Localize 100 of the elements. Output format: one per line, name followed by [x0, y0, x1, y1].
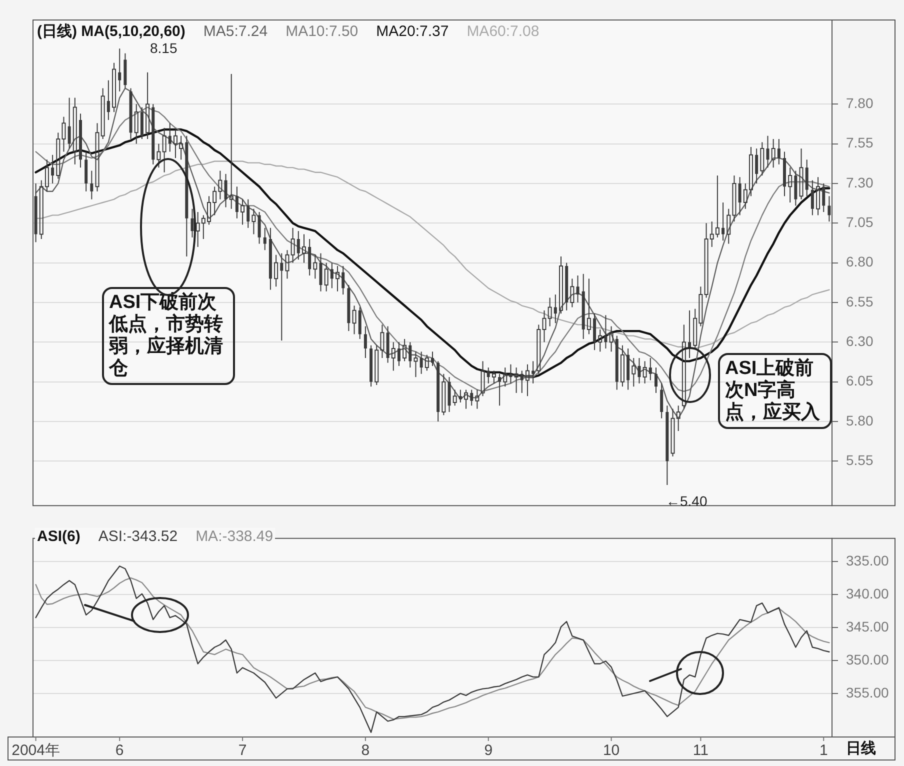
candlestick	[660, 382, 664, 419]
y-tick-label: 5.55	[846, 452, 874, 468]
candlestick	[224, 173, 228, 208]
candlestick	[319, 252, 322, 292]
candlestick	[330, 262, 334, 289]
candlestick	[420, 351, 423, 374]
text: MA20:7.37	[376, 23, 449, 40]
candlestick	[722, 202, 725, 242]
x-tick-label: 11	[692, 742, 708, 760]
candlestick	[632, 358, 636, 388]
x-tick-label: 9	[484, 742, 493, 760]
candlestick	[470, 389, 474, 406]
candlestick	[134, 104, 138, 144]
text: MA5:7.24	[203, 23, 268, 40]
y-tick-label: 6.30	[846, 333, 874, 350]
candlestick	[246, 198, 250, 228]
y-tick-label: 350.00	[846, 651, 890, 668]
candlestick	[593, 313, 596, 351]
annotation: 8.15	[150, 40, 178, 56]
candlestick	[397, 342, 400, 366]
candlestick	[263, 227, 266, 251]
y-tick-label: 6.05	[846, 372, 874, 389]
candlestick	[146, 72, 150, 140]
candlestick	[794, 170, 798, 206]
candlestick	[638, 358, 641, 384]
candlestick	[682, 324, 686, 410]
y-tick-label: 7.80	[846, 94, 874, 111]
y-tick-label: 355.00	[846, 684, 890, 700]
x-tick-label: 10	[602, 742, 620, 760]
candlestick	[766, 135, 770, 168]
candlestick	[788, 167, 792, 203]
candlestick	[308, 238, 312, 276]
candlestick	[90, 170, 94, 200]
candlestick	[229, 73, 234, 210]
candlestick	[548, 297, 552, 327]
candlestick	[51, 154, 54, 184]
candlestick	[408, 342, 412, 368]
candlestick	[258, 212, 261, 244]
candlestick	[296, 230, 300, 260]
candlestick	[342, 265, 345, 296]
candlestick	[118, 48, 122, 92]
candlestick	[576, 274, 580, 303]
candlestick	[280, 252, 284, 342]
y-tick-label: 6.80	[846, 254, 874, 270]
x-tick-label: 2004年	[12, 742, 60, 760]
candlestick	[140, 106, 144, 140]
candlestick	[648, 358, 652, 381]
candlestick	[520, 370, 524, 394]
chart-title: (日线) MA(5,10,20,60)	[37, 23, 186, 40]
candlestick	[290, 227, 295, 264]
candlestick	[162, 127, 166, 173]
x-tick-label: 8	[361, 742, 370, 760]
candlestick	[352, 305, 356, 335]
candlestick	[72, 97, 77, 165]
candlestick	[532, 360, 535, 384]
candlestick	[514, 367, 518, 394]
text: MA:-338.49	[196, 528, 274, 545]
candlestick	[364, 326, 367, 359]
annotation: ←5.40	[666, 493, 708, 509]
candlestick	[554, 294, 557, 324]
x-axis-title: 日线	[846, 740, 876, 757]
candlestick	[84, 151, 88, 192]
candlestick	[498, 373, 502, 406]
candlestick	[358, 306, 362, 340]
candlestick	[654, 367, 658, 394]
callout-bubble: ASI上破前次N字高点，应买入	[718, 353, 832, 429]
candlestick	[822, 182, 826, 213]
y-tick-label: 7.05	[846, 214, 874, 230]
candlestick	[604, 314, 608, 349]
annotation: ASI上破前次N字高点，应买入	[725, 358, 821, 424]
y-tick-label: 7.55	[846, 134, 874, 151]
candlestick	[492, 370, 496, 384]
candlestick	[799, 148, 804, 200]
y-tick-label: 6.55	[846, 293, 874, 310]
candlestick	[642, 360, 647, 384]
candlestick	[391, 342, 396, 372]
candlestick	[828, 196, 831, 222]
candlestick	[336, 265, 340, 292]
chart-title: ASI(6)	[37, 528, 80, 545]
candlestick	[598, 328, 602, 352]
x-tick-label: 7	[238, 742, 247, 760]
candlestick	[810, 180, 814, 216]
candlestick	[106, 80, 110, 120]
candlestick	[509, 364, 512, 384]
candlestick	[274, 254, 278, 288]
candlestick	[235, 186, 238, 219]
candlestick	[168, 122, 172, 152]
text: MA60:7.08	[466, 23, 540, 40]
candlestick	[755, 148, 758, 184]
candlestick	[771, 138, 776, 168]
y-tick-label: 335.00	[846, 552, 890, 568]
candlestick	[458, 389, 462, 403]
candlestick	[777, 138, 780, 165]
x-tick-label: 6	[115, 742, 124, 760]
candlestick	[738, 176, 742, 216]
candlestick	[285, 250, 290, 280]
y-tick-label: 7.30	[846, 174, 874, 190]
candlestick	[448, 376, 451, 412]
candlestick	[190, 208, 194, 238]
candlestick	[68, 97, 71, 150]
